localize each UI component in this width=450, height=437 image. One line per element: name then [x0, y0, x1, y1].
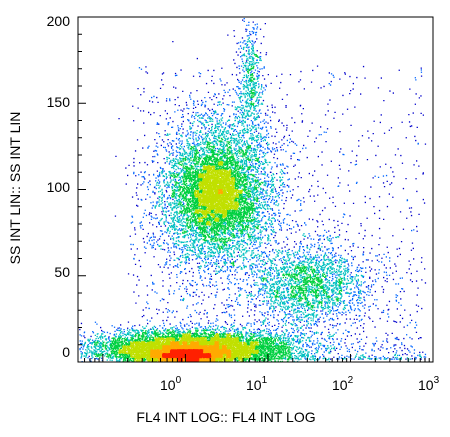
y-axis-title: SS INT LIN:: SS INT LIN [7, 112, 23, 265]
density-level-0-points [79, 19, 427, 360]
y-minor-ticks [78, 16, 86, 363]
density-level-1-points [79, 18, 427, 363]
x-axis-title: FL4 INT LOG:: FL4 INT LOG [136, 409, 315, 425]
density-level-4-points [118, 161, 260, 363]
x-tick-label-10e3: 103 [418, 375, 440, 393]
y-tick-label-200: 200 [47, 13, 71, 29]
data-points [79, 18, 427, 363]
y-tick-label-100: 100 [47, 179, 71, 195]
x-minor-ticks [77, 354, 430, 362]
x-tick-label-10e1: 101 [246, 375, 268, 393]
y-tick-label-0: 0 [62, 344, 70, 360]
density-level-6-points [162, 349, 212, 363]
x-tick-label-10e0: 100 [160, 375, 182, 393]
y-tick-label-50: 50 [54, 264, 70, 280]
y-tick-label-150: 150 [47, 94, 71, 110]
x-tick-label-10e2: 102 [332, 375, 354, 393]
density-level-2-points [80, 37, 422, 363]
